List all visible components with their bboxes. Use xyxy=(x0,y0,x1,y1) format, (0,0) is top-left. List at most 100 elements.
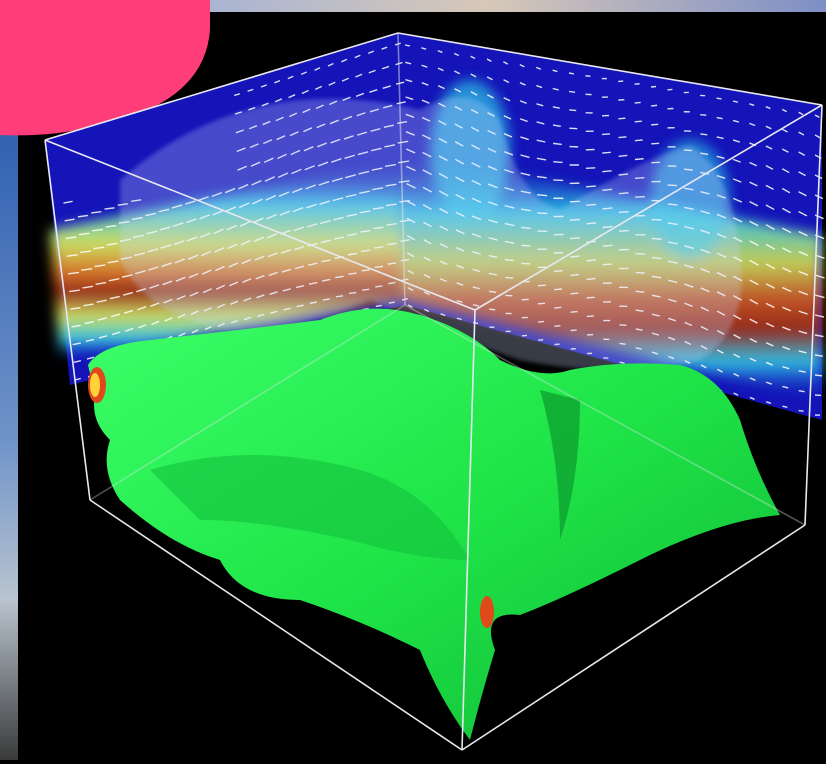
velocity-arrow xyxy=(765,322,775,328)
velocity-arrow xyxy=(520,136,529,141)
velocity-arrow xyxy=(765,381,773,385)
velocity-arrow xyxy=(782,326,791,331)
velocity-arrow xyxy=(72,342,81,346)
velocity-arrow xyxy=(798,350,807,354)
velocity-arrow xyxy=(454,70,461,75)
velocity-arrow xyxy=(536,103,544,107)
velocity-arrow xyxy=(798,211,808,217)
velocity-arrow xyxy=(368,69,376,74)
velocity-arrow xyxy=(569,90,576,93)
velocity-arrow xyxy=(765,401,772,405)
velocity-arrow xyxy=(381,46,388,50)
velocity-arrow xyxy=(503,61,509,65)
velocity-arrow xyxy=(64,218,75,222)
velocity-arrow xyxy=(486,94,494,99)
velocity-arrow xyxy=(260,84,267,88)
velocity-arrow xyxy=(405,96,414,101)
pink-blob xyxy=(0,0,210,136)
velocity-arrow xyxy=(782,365,790,370)
velocity-arrow xyxy=(536,175,547,179)
velocity-arrow xyxy=(300,71,307,76)
velocity-arrow xyxy=(781,207,791,214)
velocity-arrow xyxy=(798,270,809,276)
velocity-arrow xyxy=(700,152,709,156)
velocity-arrow xyxy=(519,100,527,105)
velocity-arrow xyxy=(781,247,792,254)
velocity-arrow xyxy=(700,113,707,116)
velocity-arrow xyxy=(354,54,361,59)
velocity-arrow xyxy=(486,58,492,63)
velocity-arrow xyxy=(814,274,825,279)
velocity-arrow xyxy=(81,268,93,271)
velocity-arrow xyxy=(122,291,134,296)
translucent-isosurface xyxy=(120,97,742,370)
velocity-arrow xyxy=(749,181,758,187)
velocity-arrow xyxy=(618,136,627,139)
velocity-arrow xyxy=(716,155,725,159)
velocity-arrow xyxy=(749,103,755,107)
velocity-arrow xyxy=(782,346,791,351)
velocity-arrow xyxy=(138,324,147,329)
velocity-arrow xyxy=(765,361,773,366)
velocity-arrow xyxy=(798,111,804,116)
velocity-arrow xyxy=(519,63,525,68)
velocity-arrow xyxy=(437,85,445,90)
velocity-arrow xyxy=(618,154,628,157)
velocity-arrow xyxy=(164,317,173,322)
velocity-arrow xyxy=(716,116,723,120)
velocity-arrow xyxy=(814,114,820,118)
velocity-arrow xyxy=(552,87,559,91)
velocity-arrow xyxy=(732,178,742,183)
velocity-arrow xyxy=(765,224,775,230)
velocity-arrow xyxy=(287,75,294,80)
velocity-arrow xyxy=(749,279,759,286)
velocity-arrow xyxy=(765,105,771,110)
velocity-arrow xyxy=(104,207,115,210)
velocity-arrow xyxy=(82,285,94,289)
velocity-arrow xyxy=(634,158,644,161)
velocity-arrow xyxy=(97,317,108,321)
velocity-arrow xyxy=(301,89,309,95)
velocity-arrow xyxy=(106,242,118,246)
velocity-arrow xyxy=(749,220,759,227)
velocity-arrow xyxy=(765,204,775,211)
velocity-arrow xyxy=(274,98,283,103)
velocity-arrow xyxy=(96,299,107,303)
velocity-arrow xyxy=(67,271,80,275)
velocity-arrow xyxy=(732,139,740,143)
velocity-arrow xyxy=(782,267,792,273)
velocity-arrow xyxy=(470,55,476,60)
velocity-arrow xyxy=(781,108,787,113)
velocity-arrow xyxy=(552,106,560,109)
velocity-arrow xyxy=(453,52,460,57)
velocity-arrow xyxy=(732,197,743,203)
velocity-arrow xyxy=(327,62,334,67)
velocity-arrow xyxy=(798,171,806,177)
velocity-arrow xyxy=(798,250,809,257)
velocity-arrow xyxy=(86,356,95,360)
velocity-arrow xyxy=(91,210,102,214)
velocity-arrow xyxy=(602,151,611,154)
velocity-arrow xyxy=(470,73,477,78)
velocity-arrow xyxy=(470,91,478,96)
velocity-arrow xyxy=(503,133,513,138)
velocity-arrow xyxy=(602,170,612,173)
velocity-arrow xyxy=(123,309,134,314)
velocity-arrow xyxy=(382,85,391,89)
velocity-arrow xyxy=(519,82,526,86)
velocity-arrow xyxy=(749,396,755,400)
velocity-arrow xyxy=(781,187,791,194)
velocity-arrow xyxy=(73,360,82,363)
velocity-arrow xyxy=(651,104,658,107)
velocity-arrow xyxy=(781,168,790,174)
velocity-arrow xyxy=(274,79,281,84)
velocity-arrow xyxy=(395,81,405,85)
velocity-arrow xyxy=(716,97,722,100)
velocity-arrow xyxy=(74,377,81,381)
velocity-arrow xyxy=(421,47,427,50)
velocity-arrow xyxy=(98,335,108,339)
velocity-arrow xyxy=(63,200,73,204)
velocity-arrow xyxy=(798,310,808,315)
